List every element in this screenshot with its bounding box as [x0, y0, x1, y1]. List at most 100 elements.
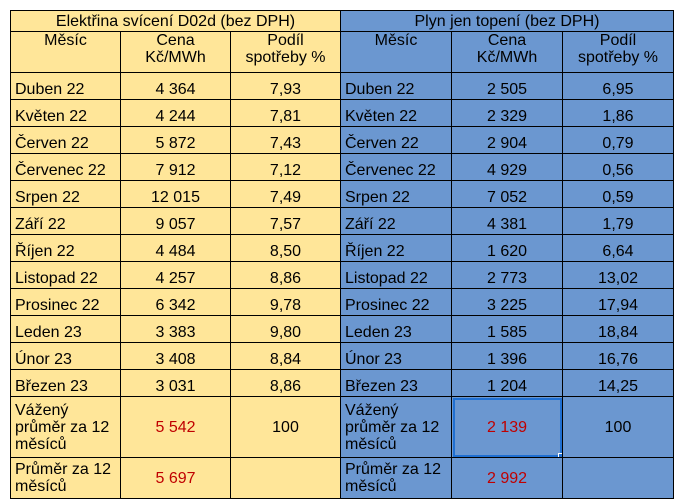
- gas-share-cell[interactable]: 0,56: [562, 153, 674, 181]
- gas-price-cell[interactable]: 2 773: [451, 261, 563, 289]
- electricity-month-cell[interactable]: Květen 22: [10, 99, 121, 127]
- gas-price-cell[interactable]: 2 329: [451, 99, 563, 127]
- electricity-share-cell[interactable]: 9,80: [230, 315, 341, 343]
- electricity-weighted-share[interactable]: 100: [230, 396, 341, 458]
- gas-price-cell[interactable]: 4 381: [451, 207, 563, 235]
- gas-month-cell[interactable]: Leden 23: [340, 315, 452, 343]
- month-row: Únor 23 3 408 8,84 Únor 23 1 396 16,76: [10, 342, 674, 370]
- electricity-share-cell[interactable]: 7,81: [230, 99, 341, 127]
- gas-average-price[interactable]: 2 992: [451, 457, 563, 499]
- gas-title[interactable]: Plyn jen topení (bez DPH): [340, 10, 674, 32]
- gas-share-cell[interactable]: 1,79: [562, 207, 674, 235]
- electricity-month-header[interactable]: Měsíc: [10, 31, 121, 73]
- electricity-share-cell[interactable]: 8,86: [230, 369, 341, 397]
- electricity-share-cell[interactable]: 8,86: [230, 261, 341, 289]
- electricity-price-cell[interactable]: 7 912: [120, 153, 231, 181]
- electricity-average-label[interactable]: Průměr za 12 měsíců: [10, 457, 121, 499]
- gas-month-cell[interactable]: Listopad 22: [340, 261, 452, 289]
- electricity-average-share-empty[interactable]: [230, 457, 341, 499]
- gas-average-label[interactable]: Průměr za 12 měsíců: [340, 457, 452, 499]
- electricity-price-cell[interactable]: 4 484: [120, 234, 231, 262]
- gas-price-cell[interactable]: 2 904: [451, 126, 563, 154]
- electricity-weighted-label[interactable]: Vážený průměr za 12 měsíců: [10, 396, 121, 458]
- electricity-month-cell[interactable]: Červen 22: [10, 126, 121, 154]
- gas-weighted-label[interactable]: Vážený průměr za 12 měsíců: [340, 396, 452, 458]
- gas-share-cell[interactable]: 6,64: [562, 234, 674, 262]
- gas-month-cell[interactable]: Únor 23: [340, 342, 452, 370]
- electricity-price-cell[interactable]: 3 031: [120, 369, 231, 397]
- gas-share-cell[interactable]: 0,59: [562, 180, 674, 208]
- gas-share-cell[interactable]: 0,79: [562, 126, 674, 154]
- gas-price-header[interactable]: Cena Kč/MWh: [451, 31, 563, 73]
- electricity-price-cell[interactable]: 6 342: [120, 288, 231, 316]
- gas-month-header[interactable]: Měsíc: [340, 31, 452, 73]
- electricity-share-cell[interactable]: 7,49: [230, 180, 341, 208]
- gas-average-share-empty[interactable]: [562, 457, 674, 499]
- gas-share-cell[interactable]: 6,95: [562, 72, 674, 100]
- gas-month-cell[interactable]: Duben 22: [340, 72, 452, 100]
- gas-month-cell[interactable]: Srpen 22: [340, 180, 452, 208]
- gas-share-header[interactable]: Podíl spotřeby %: [562, 31, 674, 73]
- gas-month-cell[interactable]: Říjen 22: [340, 234, 452, 262]
- electricity-month-cell[interactable]: Září 22: [10, 207, 121, 235]
- electricity-title[interactable]: Elektřina svícení D02d (bez DPH): [10, 10, 341, 32]
- month-row: Leden 23 3 383 9,80 Leden 23 1 585 18,84: [10, 315, 674, 343]
- electricity-price-cell[interactable]: 3 383: [120, 315, 231, 343]
- gas-share-cell[interactable]: 1,86: [562, 99, 674, 127]
- gas-price-cell[interactable]: 1 620: [451, 234, 563, 262]
- electricity-month-cell[interactable]: Listopad 22: [10, 261, 121, 289]
- gas-share-cell[interactable]: 14,25: [562, 369, 674, 397]
- electricity-average-price[interactable]: 5 697: [120, 457, 231, 499]
- gas-month-cell[interactable]: Červenec 22: [340, 153, 452, 181]
- gas-price-cell[interactable]: 1 204: [451, 369, 563, 397]
- electricity-share-cell[interactable]: 9,78: [230, 288, 341, 316]
- electricity-share-header[interactable]: Podíl spotřeby %: [230, 31, 341, 73]
- gas-month-cell[interactable]: Prosinec 22: [340, 288, 452, 316]
- electricity-price-header[interactable]: Cena Kč/MWh: [120, 31, 231, 73]
- month-row: Květen 22 4 244 7,81 Květen 22 2 329 1,86: [10, 99, 674, 127]
- fill-handle[interactable]: [558, 453, 562, 457]
- gas-price-cell[interactable]: 3 225: [451, 288, 563, 316]
- electricity-price-cell[interactable]: 4 244: [120, 99, 231, 127]
- electricity-share-cell[interactable]: 7,57: [230, 207, 341, 235]
- gas-month-cell[interactable]: Květen 22: [340, 99, 452, 127]
- gas-weighted-share[interactable]: 100: [562, 396, 674, 458]
- electricity-month-cell[interactable]: Leden 23: [10, 315, 121, 343]
- gas-price-cell[interactable]: 2 505: [451, 72, 563, 100]
- electricity-month-cell[interactable]: Březen 23: [10, 369, 121, 397]
- electricity-month-cell[interactable]: Červenec 22: [10, 153, 121, 181]
- electricity-price-cell[interactable]: 9 057: [120, 207, 231, 235]
- electricity-price-cell[interactable]: 3 408: [120, 342, 231, 370]
- month-row: Červenec 22 7 912 7,12 Červenec 22 4 929 0,56: [10, 153, 674, 181]
- gas-price-cell[interactable]: 7 052: [451, 180, 563, 208]
- gas-share-cell[interactable]: 16,76: [562, 342, 674, 370]
- electricity-weighted-price[interactable]: 5 542: [120, 396, 231, 458]
- electricity-price-cell[interactable]: 4 364: [120, 72, 231, 100]
- electricity-share-cell[interactable]: 8,50: [230, 234, 341, 262]
- electricity-price-cell[interactable]: 5 872: [120, 126, 231, 154]
- electricity-month-cell[interactable]: Únor 23: [10, 342, 121, 370]
- electricity-share-cell[interactable]: 7,12: [230, 153, 341, 181]
- electricity-share-cell[interactable]: 7,93: [230, 72, 341, 100]
- gas-price-cell[interactable]: 1 585: [451, 315, 563, 343]
- gas-weighted-price-value: 2 139: [486, 418, 528, 436]
- gas-weighted-price[interactable]: 2 139: [451, 396, 563, 458]
- electricity-month-cell[interactable]: Říjen 22: [10, 234, 121, 262]
- gas-share-cell[interactable]: 18,84: [562, 315, 674, 343]
- electricity-month-cell[interactable]: Duben 22: [10, 72, 121, 100]
- electricity-month-cell[interactable]: Srpen 22: [10, 180, 121, 208]
- gas-price-cell[interactable]: 1 396: [451, 342, 563, 370]
- gas-price-cell[interactable]: 4 929: [451, 153, 563, 181]
- month-row: Duben 22 4 364 7,93 Duben 22 2 505 6,95: [10, 72, 674, 100]
- gas-month-cell[interactable]: Březen 23: [340, 369, 452, 397]
- weighted-average-row: Vážený průměr za 12 měsíců 5 542 100 Váž…: [10, 396, 674, 458]
- gas-share-cell[interactable]: 13,02: [562, 261, 674, 289]
- gas-month-cell[interactable]: Září 22: [340, 207, 452, 235]
- electricity-share-cell[interactable]: 7,43: [230, 126, 341, 154]
- gas-share-cell[interactable]: 17,94: [562, 288, 674, 316]
- gas-month-cell[interactable]: Červen 22: [340, 126, 452, 154]
- electricity-price-cell[interactable]: 4 257: [120, 261, 231, 289]
- electricity-month-cell[interactable]: Prosinec 22: [10, 288, 121, 316]
- electricity-share-cell[interactable]: 8,84: [230, 342, 341, 370]
- electricity-price-cell[interactable]: 12 015: [120, 180, 231, 208]
